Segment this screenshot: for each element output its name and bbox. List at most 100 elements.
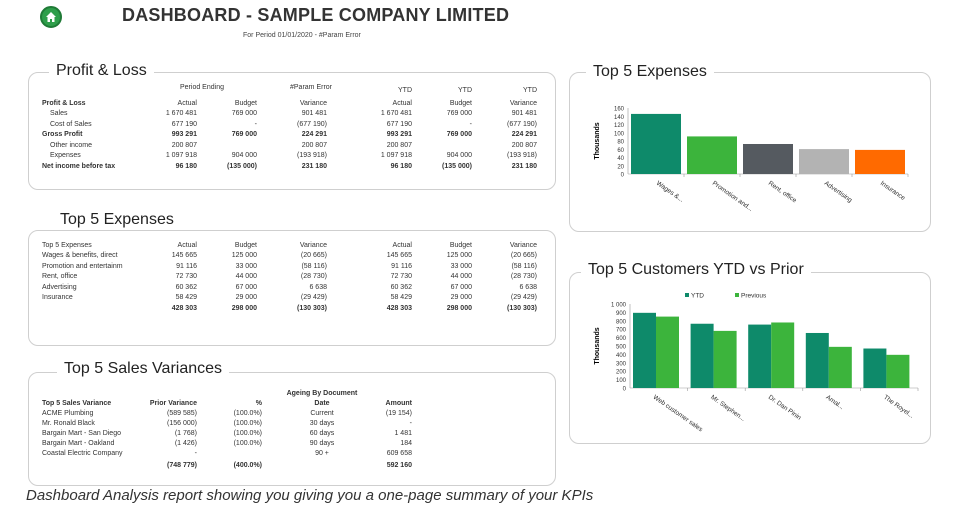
- table-cell: 72 730: [390, 273, 412, 280]
- table-cell: 993 291: [171, 131, 197, 138]
- y-tick-label: 500: [616, 345, 627, 351]
- table-cell: ACME Plumbing: [42, 410, 94, 417]
- table-cell: 90 +: [315, 450, 329, 457]
- row-label: Rent, office: [42, 273, 78, 280]
- table-cell: -: [469, 120, 472, 128]
- table-row: ACME Plumbing (589 585) (100.0%) Current (19…: [42, 410, 442, 420]
- totals-row: 428 303 298 000 (130 303) 428 303 298 000 (13…: [42, 305, 542, 315]
- table-cell: 125 000: [231, 252, 257, 259]
- table-cell: 769 000: [446, 131, 472, 138]
- y-tick-label: 800: [616, 319, 627, 325]
- table-cell: 592 160: [386, 462, 412, 469]
- table-cell: 33 000: [235, 262, 257, 270]
- table-cell: 609 658: [386, 450, 412, 457]
- table-cell: (193 918): [297, 152, 327, 159]
- bar: [631, 113, 681, 174]
- table-row: Sales 1 670 481 769 000 901 481 1 670 481 769…: [42, 110, 542, 120]
- table-cell: 677 190: [386, 120, 412, 128]
- table-cell: 67 000: [450, 283, 472, 291]
- bar: [743, 143, 793, 174]
- col-header: Top 5 Sales Variance: [42, 400, 112, 407]
- col-header: YTD: [523, 87, 537, 94]
- table-cell: (400.0%): [233, 462, 262, 469]
- y-tick-label: 120: [614, 123, 625, 129]
- bar: [690, 323, 714, 388]
- expenses-table-panel: [28, 230, 556, 346]
- x-tick-label: Insurance: [879, 180, 907, 202]
- table-cell: 90 days: [309, 440, 335, 447]
- table-cell: 67 000: [235, 283, 257, 291]
- table-cell: (677 190): [507, 120, 537, 128]
- table-cell: Bargain Mart - Oakland: [42, 440, 115, 447]
- table-cell: (130 303): [507, 304, 537, 312]
- bar: [828, 346, 852, 388]
- table-cell: 231 180: [511, 162, 537, 170]
- legend-label: YTD: [691, 293, 704, 300]
- row-label: Net income before tax: [42, 162, 116, 170]
- table-cell: 72 730: [175, 273, 197, 280]
- y-tick-label: 100: [614, 131, 625, 137]
- totals-row: (748 779) (400.0%) 592 160: [42, 462, 442, 472]
- col-header: Actual: [392, 242, 412, 249]
- table-cell: (58 116): [301, 262, 327, 270]
- table-cell: -: [254, 120, 257, 128]
- expenses-chart-title: Top 5 Expenses: [586, 63, 714, 81]
- y-tick-label: 0: [623, 387, 627, 393]
- x-tick-label: Dr. Dan Pinin: [767, 394, 803, 422]
- table-cell: 184: [400, 440, 412, 447]
- table-cell: 96 180: [390, 162, 412, 170]
- table-row: Gross Profit 993 291 769 000 224 291 993 291…: [42, 131, 542, 141]
- table-cell: Bargain Mart - San Diego: [42, 430, 121, 437]
- table-row: Cost of Sales 677 190 - (677 190) 677 190 - (6…: [42, 121, 542, 131]
- y-tick-label: 300: [616, 361, 627, 367]
- table-cell: 200 807: [301, 141, 327, 149]
- table-cell: 91 116: [391, 262, 412, 270]
- bar: [687, 136, 737, 174]
- x-tick-label: The Royel...: [882, 394, 915, 420]
- table-cell: (1 768): [174, 430, 197, 437]
- table-cell: 428 303: [171, 304, 197, 312]
- table-cell: (29 429): [300, 294, 327, 301]
- bar: [863, 348, 887, 388]
- customers-chart-title: Top 5 Customers YTD vs Prior: [581, 261, 811, 279]
- col-header: %: [255, 400, 262, 407]
- table-cell: 993 291: [386, 131, 412, 138]
- sales-variances-title: Top 5 Sales Variances: [57, 360, 230, 378]
- table-cell: -: [194, 450, 197, 457]
- table-cell: 125 000: [446, 252, 472, 259]
- table-cell: 224 291: [511, 131, 537, 138]
- y-axis-label: Thousands: [594, 122, 601, 159]
- x-tick-label: Rent, office: [767, 180, 798, 205]
- table-cell: (130 303): [297, 304, 327, 312]
- col-header: Budget: [234, 242, 257, 249]
- table-cell: 200 807: [386, 141, 412, 149]
- col-header: Budget: [449, 100, 472, 107]
- panel-rule: [187, 230, 209, 231]
- panel-rule: [241, 372, 261, 373]
- col-header: Amount: [385, 400, 412, 407]
- table-cell: 769 000: [231, 110, 257, 117]
- home-icon[interactable]: [40, 6, 62, 28]
- bar: [805, 332, 829, 388]
- table-cell: (20 665): [510, 252, 537, 259]
- table-cell: 298 000: [231, 304, 257, 312]
- bar: [656, 316, 679, 388]
- table-cell: 58 429: [175, 294, 197, 301]
- y-tick-label: 900: [616, 311, 627, 317]
- y-tick-label: 80: [617, 140, 624, 146]
- table-cell: (20 665): [300, 252, 327, 259]
- sales-variances-table: Ageing By Document Top 5 Sales Variance P…: [42, 390, 442, 480]
- table-cell: 1 670 481: [380, 110, 412, 117]
- y-tick-label: 700: [616, 328, 627, 334]
- legend-swatch: [735, 293, 739, 297]
- y-tick-label: 60: [617, 148, 624, 154]
- profit-loss-panel: [28, 72, 556, 190]
- table-cell: 904 000: [231, 152, 257, 159]
- legend-swatch: [685, 293, 689, 297]
- table-row: Expenses 1 097 918 904 000 (193 918) 1 097 9…: [42, 152, 542, 162]
- table-cell: 58 429: [390, 294, 412, 301]
- table-cell: 60 362: [390, 283, 412, 291]
- x-tick-label: Amal...: [824, 394, 845, 411]
- table-cell: (677 190): [297, 120, 327, 128]
- table-row: Bargain Mart - San Diego (1 768) (100.0%) 6…: [42, 430, 442, 440]
